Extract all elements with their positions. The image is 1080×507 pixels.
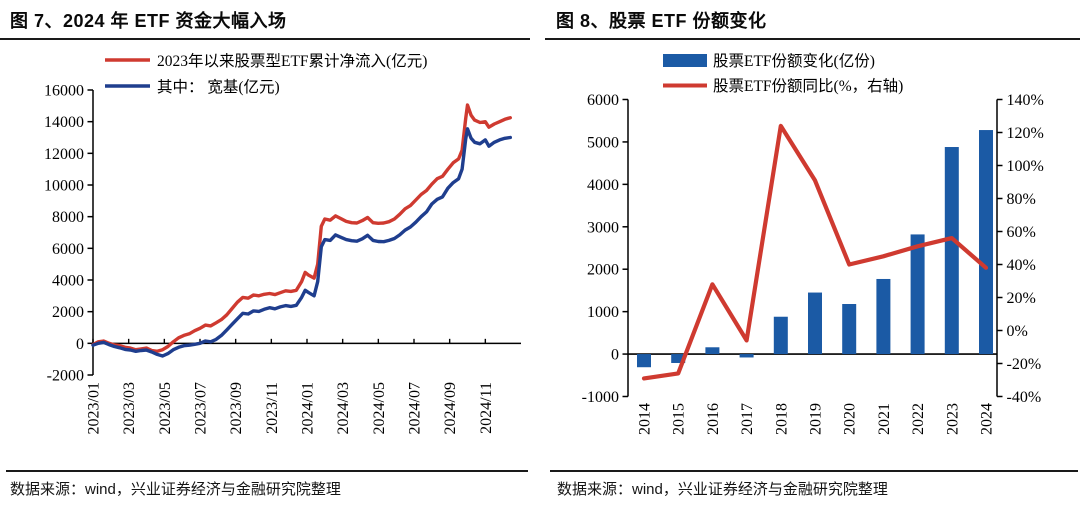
fig7-y-tick-label: 12000 [44,146,84,163]
fig8-left-tick-label: 6000 [587,92,619,109]
fig7-y-tick-label: 8000 [52,209,84,226]
bar-2021 [876,278,891,355]
bar-2022 [910,234,925,355]
figure-7-title-rule [0,38,530,40]
fig7-y-tick-label: -2000 [47,368,84,385]
fig7-x-tick-label: 2024/03 [335,382,352,434]
fig7-x-axis: 2023/01 2023/03 2023/05 2023/07 2023/09 2023/… [86,338,521,434]
broad-base-inflow-line [91,127,512,358]
fig7-legend-label: 其中： 宽基(亿元) [157,78,280,96]
fig8-legend-line-label: 股票ETF份额同比(%，右轴) [713,77,903,95]
bar-2018 [773,316,788,355]
fig8-x-tick-label: 2021 [876,403,893,435]
fig7-x-tick-label: 2023/01 [86,382,103,434]
fig8-left-tick-label: 0 [611,347,619,364]
figure-8-chart: -1000 0 1000 2000 3000 4000 5000 6000 -40% -20% 0%… [582,52,1044,435]
etf-share-yoy-line [641,123,989,381]
fig8-x-tick-label: 2018 [773,403,790,435]
fig7-legend: 2023年以来股票型ETF累计净流入(亿元) 其中： 宽基(亿元) [105,52,427,96]
fig8-x-tick-label: 2023 [944,403,961,435]
fig7-x-tick-label: 2024/05 [371,382,388,434]
fig8-legend: 股票ETF份额变化(亿份) 股票ETF份额同比(%，右轴) [663,52,903,95]
fig7-y-axis: -2000 0 2000 4000 6000 8000 10000 12000 14000 160… [44,83,94,385]
bar-2019 [808,292,822,355]
figure-8-title: 图 8、股票 ETF 份额变化 [556,11,767,31]
fig8-right-tick-label: 80% [1007,191,1036,208]
bar-2016 [705,347,720,355]
fig8-x-tick-label: 2015 [671,403,688,435]
fig8-x-tick-label: 2020 [842,403,859,435]
fig8-left-tick-label: 2000 [587,262,619,279]
fig7-x-tick-label: 2024/01 [300,382,317,434]
fig7-x-tick-label: 2024/11 [478,382,495,434]
fig7-x-tick-label: 2023/09 [228,382,245,434]
etf-share-change-bars [637,130,993,368]
fig8-x-tick-label: 2022 [910,403,927,435]
fig8-left-tick-label: 3000 [587,219,619,236]
fig8-right-tick-label: 40% [1007,257,1036,274]
fig7-y-tick-label: 10000 [44,178,84,195]
etf-cumulative-inflow-line [91,103,512,353]
figure-8-title-rule [545,38,1080,40]
fig8-left-tick-label: 1000 [587,304,619,321]
figure-8-source: 数据来源：wind，兴业证券经济与金融研究院整理 [557,481,888,498]
fig8-right-tick-label: 140% [1007,92,1044,109]
fig7-y-tick-label: 0 [76,336,84,353]
fig8-right-tick-label: 20% [1007,290,1036,307]
fig8-left-tick-label: -1000 [582,389,619,406]
fig7-y-tick-label: 4000 [52,273,84,290]
figure-7-title: 图 7、2024 年 ETF 资金大幅入场 [10,11,287,31]
fig7-y-tick-label: 6000 [52,241,84,258]
bar-2017 [739,354,754,358]
fig7-x-tick-label: 2023/07 [193,382,210,434]
fig8-right-tick-label: -40% [1007,389,1042,406]
fig7-y-tick-label: 2000 [52,304,84,321]
fig8-x-tick-label: 2017 [739,403,756,435]
fig8-right-y-axis: -40% -20% 0% 20% 40% 60% 80% 100% 120% 140% [996,92,1044,406]
fig7-x-tick-label: 2023/03 [121,382,138,434]
bar-2015 [671,354,686,363]
fig8-right-tick-label: 100% [1007,158,1044,175]
bar-2024 [979,130,993,355]
fig8-x-axis-labels: 2014 2015 2016 2017 2018 2019 2020 2021 2022 2023… [637,403,996,435]
fig7-legend-label: 2023年以来股票型ETF累计净流入(亿元) [157,52,427,70]
fig7-x-tick-label: 2024/09 [442,382,459,434]
figure-7-footer-rule [6,470,528,472]
fig7-x-tick-label: 2023/05 [157,382,174,434]
fig8-right-tick-label: -20% [1007,356,1042,373]
fig8-x-tick-label: 2024 [979,403,996,435]
bar-2020 [842,304,857,355]
fig8-x-tick-label: 2014 [637,403,654,435]
fig8-right-tick-label: 0% [1007,323,1028,340]
fig7-x-tick-label: 2023/11 [264,382,281,434]
figure-8-footer-rule [550,470,1078,472]
bar-2014 [637,354,651,368]
bar-2023 [944,147,959,355]
fig8-legend-bar-label: 股票ETF份额变化(亿份) [713,52,875,70]
fig8-left-tick-label: 5000 [587,134,619,151]
fig8-right-tick-label: 60% [1007,224,1036,241]
fig8-right-tick-label: 120% [1007,125,1044,142]
figure-7-source: 数据来源：wind，兴业证券经济与金融研究院整理 [10,481,341,498]
fig8-x-tick-label: 2016 [705,403,722,435]
figure-7-chart: -2000 0 2000 4000 6000 8000 10000 12000 14000 160… [44,52,521,434]
fig8-left-y-axis: -1000 0 1000 2000 3000 4000 5000 6000 [582,92,629,406]
fig7-y-tick-label: 16000 [44,83,84,100]
fig8-x-tick-label: 2019 [808,403,825,435]
fig8-legend-bar-swatch [663,54,707,67]
fig7-x-tick-label: 2024/07 [407,382,424,434]
fig7-y-tick-label: 14000 [44,114,84,131]
fig8-left-tick-label: 4000 [587,177,619,194]
